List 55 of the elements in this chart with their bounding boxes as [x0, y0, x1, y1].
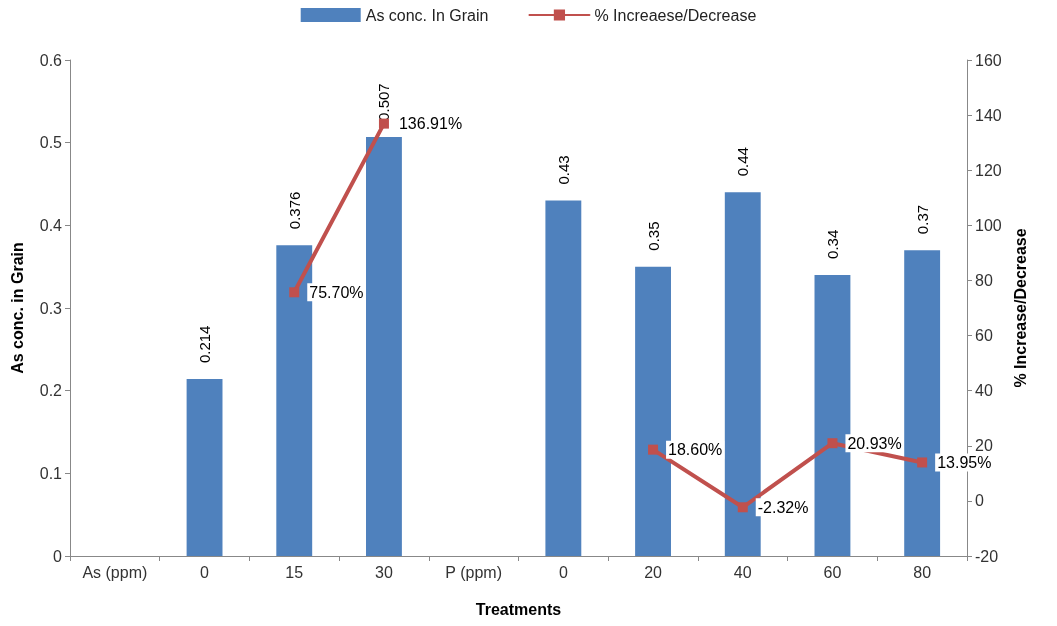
y2-tick-label: 140	[975, 106, 1002, 124]
y-tick-label: 0.3	[39, 299, 63, 317]
y2-tick-label: 0	[975, 492, 984, 510]
point	[917, 457, 928, 468]
x-tick-label: 0	[558, 563, 568, 581]
data-label: 18.60%	[668, 441, 723, 459]
bar	[635, 266, 671, 556]
data-label: 0.34	[823, 229, 841, 259]
x-tick-label: 15	[285, 563, 304, 581]
data-label: 20.93%	[847, 434, 902, 452]
y-tick-label: 0.4	[39, 216, 63, 234]
point	[289, 287, 300, 298]
bar	[545, 200, 582, 556]
data-label: 0.44	[734, 147, 752, 177]
point	[737, 502, 748, 513]
y-tick-label: 0.5	[39, 134, 63, 152]
y-tick-label: 0	[53, 547, 63, 565]
x-tick-label: As (ppm)	[82, 563, 148, 581]
y2-tick-label: 100	[975, 216, 1002, 234]
y2-tick-label: 40	[975, 382, 993, 400]
bar	[186, 379, 223, 556]
y-axis-title: As conc. in Grain	[8, 242, 26, 374]
x-axis-title: Treatments	[475, 600, 562, 618]
data-label: 136.91%	[398, 115, 463, 133]
data-label: 0.35	[644, 221, 662, 251]
y2-tick-label: 120	[975, 161, 1002, 179]
legend-label: % Increaese/Decrease	[594, 6, 757, 24]
x-tick-label: 30	[375, 563, 393, 581]
x-tick-label: 80	[913, 563, 932, 581]
data-label: 75.70%	[309, 283, 364, 301]
x-tick-label: 60	[823, 563, 842, 581]
point	[827, 438, 838, 449]
y2-tick-label: 160	[975, 51, 1002, 69]
point	[378, 118, 389, 129]
y-tick-label: 0.6	[39, 51, 63, 69]
data-label: 0.214	[196, 325, 214, 364]
y-tick-label: 0.1	[39, 464, 63, 482]
data-label: 0.43	[554, 155, 572, 185]
data-label: -2.32%	[757, 498, 809, 516]
y2-axis-title: % Increase/Decrease	[1012, 228, 1030, 388]
x-tick-label: P (ppm)	[445, 563, 502, 581]
x-tick-label: 0	[200, 563, 210, 581]
bar	[366, 136, 402, 556]
data-label: 0.376	[285, 191, 303, 230]
y2-tick-label: 20	[975, 437, 993, 455]
legend-label: As conc. In Grain	[365, 6, 489, 24]
y2-tick-label: 60	[975, 327, 993, 345]
x-tick-label: 40	[733, 563, 752, 581]
y2-tick-label: -20	[975, 547, 999, 565]
x-tick-label: 20	[644, 563, 663, 581]
y-tick-label: 0.2	[39, 382, 63, 400]
data-label: 13.95%	[937, 453, 992, 471]
point	[648, 444, 659, 455]
y2-tick-label: 80	[975, 271, 993, 289]
data-label: 0.37	[913, 204, 931, 235]
